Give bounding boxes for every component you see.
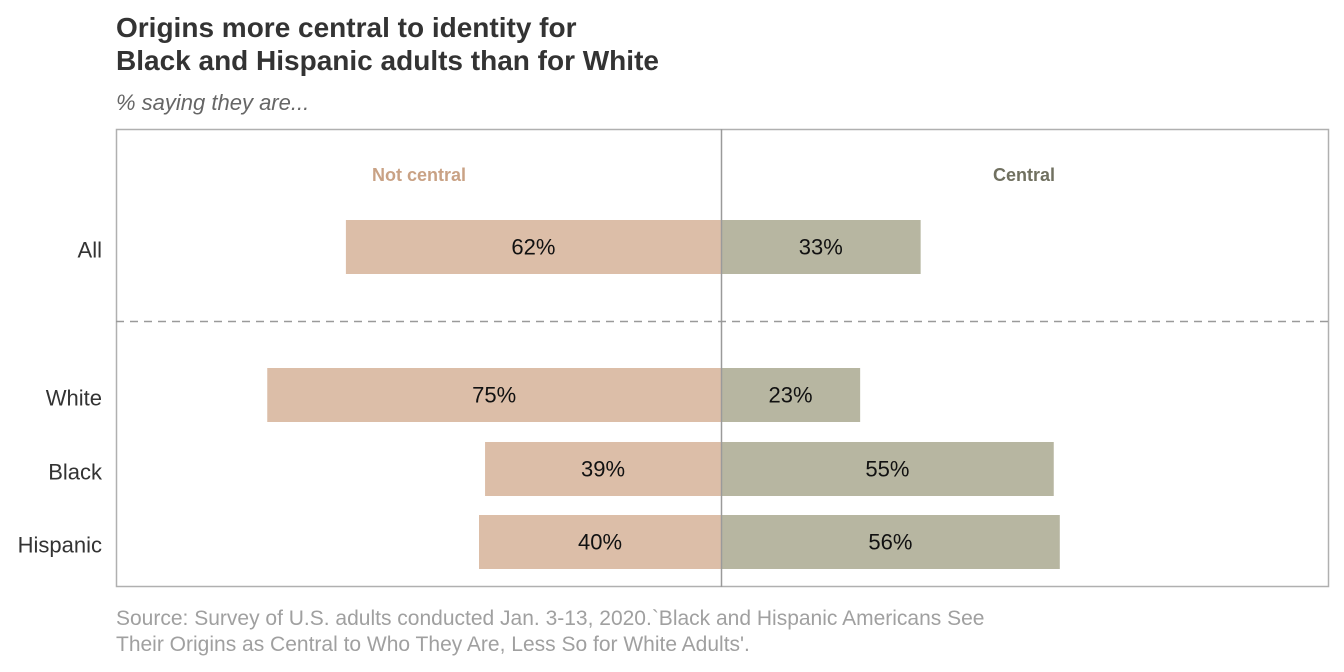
plot-frame — [115, 128, 1330, 588]
chart-subtitle: % saying they are... — [116, 90, 310, 115]
bar-central-black — [721, 442, 1054, 496]
data-label-not-central-white: 75% — [472, 383, 516, 408]
source-line-1: Source: Survey of U.S. adults conducted … — [116, 607, 985, 630]
bar-central-white — [721, 368, 861, 422]
data-label-central-black: 55% — [865, 457, 909, 482]
bar-central-hispanic — [721, 515, 1060, 569]
data-label-not-central-black: 39% — [581, 457, 625, 482]
bar-central-all — [721, 220, 921, 274]
bar-not-central-hispanic — [479, 515, 721, 569]
chart-title-line-1: Origins more central to identity for — [116, 12, 577, 43]
chart-title: Origins more central to identity for Bla… — [116, 11, 659, 77]
category-label-all: All — [78, 238, 102, 263]
source-line-2: Their Origins as Central to Who They Are… — [116, 633, 750, 656]
data-label-central-white: 23% — [769, 383, 813, 408]
data-label-not-central-hispanic: 40% — [578, 530, 622, 555]
data-label-not-central-all: 62% — [511, 235, 555, 260]
bar-not-central-black — [485, 442, 721, 496]
labels-layer: Not central Central All 62% 33% White 75% 23% Bl… — [18, 165, 1055, 558]
source-note: Source: Survey of U.S. adults conducted … — [116, 606, 984, 658]
chart-title-line-2: Black and Hispanic adults than for White — [116, 45, 659, 76]
category-label-hispanic: Hispanic — [18, 533, 102, 558]
data-label-central-hispanic: 56% — [868, 530, 912, 555]
bar-not-central-all — [345, 220, 721, 274]
bar-not-central-white — [267, 368, 721, 422]
category-label-black: Black — [48, 460, 103, 485]
bars-layer — [267, 220, 1060, 569]
category-label-white: White — [46, 386, 102, 411]
legend-not-central: Not central — [372, 165, 466, 185]
legend-central: Central — [993, 165, 1055, 185]
data-label-central-all: 33% — [799, 235, 843, 260]
